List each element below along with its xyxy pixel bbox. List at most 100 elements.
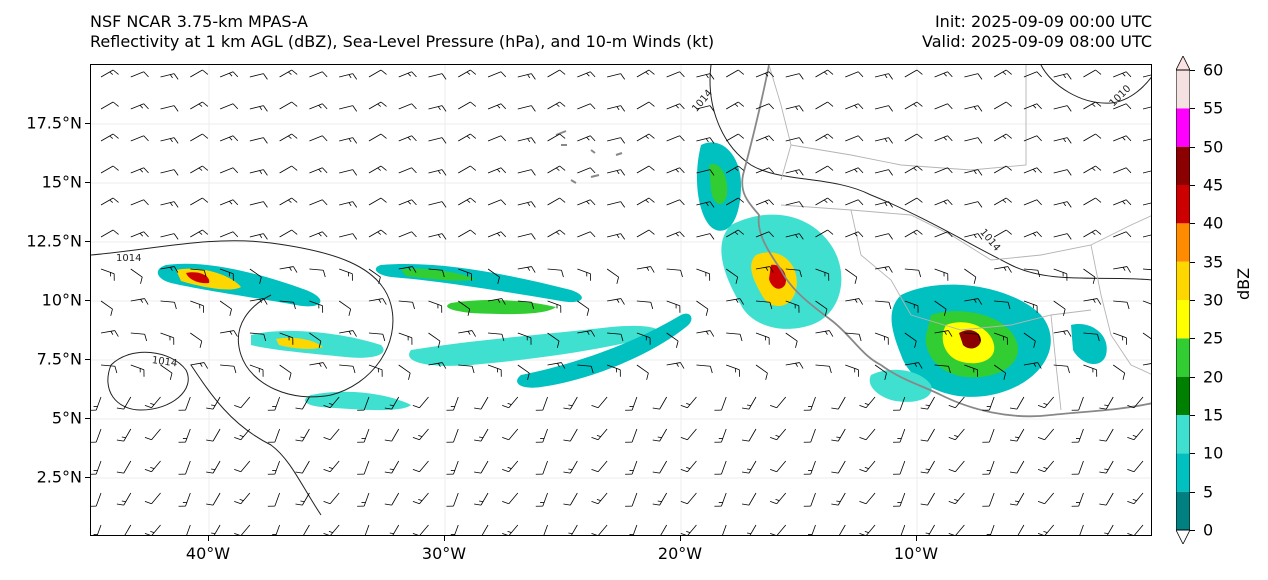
wind-barb bbox=[563, 428, 578, 442]
wind-barb bbox=[815, 268, 830, 281]
wind-barb bbox=[474, 428, 489, 442]
wind-barb bbox=[934, 330, 953, 337]
wind-barb bbox=[368, 133, 387, 142]
wind-barb bbox=[1009, 428, 1025, 442]
wind-barb bbox=[116, 396, 132, 410]
wind-barb bbox=[295, 396, 310, 410]
wind-barb bbox=[412, 524, 429, 535]
radar-band-mid-core bbox=[401, 268, 476, 281]
wind-barb bbox=[696, 201, 715, 208]
wind-barb bbox=[338, 300, 352, 316]
wind-barb bbox=[808, 524, 816, 535]
wind-barb bbox=[428, 362, 447, 369]
wind-barb bbox=[487, 268, 500, 284]
wind-barb bbox=[845, 103, 864, 110]
wind-barb bbox=[190, 101, 209, 110]
wind-barb bbox=[625, 428, 638, 443]
wind-barb bbox=[1113, 71, 1132, 78]
wind-barb bbox=[1037, 428, 1054, 441]
lat-tick-label: 12.5°N bbox=[26, 231, 82, 251]
wind-barb bbox=[904, 332, 917, 348]
wind-barb bbox=[517, 300, 535, 310]
wind-barb bbox=[309, 103, 328, 110]
wind-barb bbox=[563, 396, 578, 410]
wind-barb bbox=[339, 169, 358, 176]
wind-barb bbox=[1083, 229, 1102, 238]
wind-barb bbox=[1113, 167, 1132, 174]
wind-barb bbox=[323, 492, 340, 505]
wind-barb bbox=[487, 103, 507, 110]
wind-barb bbox=[160, 137, 179, 144]
colorbar-over-arrow bbox=[1176, 56, 1190, 71]
wind-barb bbox=[680, 492, 697, 505]
wind-barb bbox=[547, 197, 566, 206]
wind-barb bbox=[696, 137, 715, 144]
wind-barb bbox=[446, 396, 459, 411]
wind-barb bbox=[398, 71, 417, 78]
wind-barb bbox=[577, 199, 596, 206]
wind-barb bbox=[474, 492, 489, 506]
wind-barb bbox=[160, 266, 179, 273]
wind-barb bbox=[904, 268, 922, 278]
wind-barb bbox=[785, 233, 804, 240]
wind-barb bbox=[309, 167, 328, 174]
wind-barb bbox=[982, 428, 995, 443]
wind-barb bbox=[398, 103, 417, 110]
wind-barb bbox=[577, 167, 596, 174]
wind-barb bbox=[1127, 460, 1144, 473]
wind-barb bbox=[1071, 396, 1084, 411]
wind-barb bbox=[116, 492, 132, 506]
wind-barb bbox=[1104, 524, 1114, 535]
wind-barb bbox=[368, 364, 383, 377]
wind-barb bbox=[190, 229, 209, 238]
wind-barb bbox=[219, 300, 232, 316]
wind-barb bbox=[904, 362, 923, 369]
wind-barb bbox=[934, 167, 953, 174]
wind-barb bbox=[845, 231, 864, 238]
wind-barb bbox=[948, 428, 965, 441]
wind-barb bbox=[309, 332, 322, 348]
wind-barb bbox=[398, 364, 411, 380]
wind-barb bbox=[219, 199, 239, 206]
lat-tick-label: 7.5°N bbox=[36, 349, 82, 369]
colorbar-segment bbox=[1176, 261, 1190, 300]
wind-barb bbox=[722, 524, 727, 535]
colorbar-segment bbox=[1176, 338, 1190, 377]
lat-tick-mark bbox=[85, 123, 90, 124]
lat-tick-label: 10°N bbox=[41, 290, 82, 310]
wind-barb bbox=[1099, 492, 1114, 506]
wind-barb bbox=[920, 428, 935, 442]
wind-barb bbox=[993, 69, 1012, 78]
wind-barb bbox=[636, 266, 655, 273]
wind-barb bbox=[1071, 492, 1084, 507]
colorbar-tick-label: 5 bbox=[1203, 482, 1214, 502]
colorbar-tick-mark bbox=[1190, 415, 1195, 416]
wind-barb bbox=[994, 300, 1011, 310]
wind-barb bbox=[874, 364, 887, 380]
country-border bbox=[850, 209, 912, 316]
wind-barb bbox=[412, 396, 429, 409]
wind-barb bbox=[1083, 133, 1102, 142]
wind-barb bbox=[547, 362, 566, 369]
wind-barb bbox=[249, 105, 268, 112]
wind-barb bbox=[993, 364, 1006, 380]
colorbar-segment bbox=[1176, 146, 1190, 185]
wind-barb bbox=[364, 524, 370, 535]
wind-barb bbox=[982, 492, 995, 507]
wind-barb bbox=[1023, 231, 1042, 238]
wind-barb bbox=[446, 492, 459, 507]
wind-barb bbox=[130, 364, 145, 377]
wind-barb bbox=[428, 332, 441, 348]
wind-barb bbox=[1083, 69, 1102, 78]
wind-barb bbox=[845, 135, 864, 142]
wind-barb bbox=[234, 428, 251, 441]
wind-barb bbox=[900, 524, 906, 535]
isobar-label: 1014 bbox=[151, 355, 178, 369]
wind-barb bbox=[458, 197, 477, 206]
wind-barb bbox=[190, 165, 209, 174]
wind-barb bbox=[666, 103, 685, 110]
wind-barb bbox=[770, 396, 787, 409]
colorbar-tick-label: 35 bbox=[1203, 252, 1224, 272]
wind-barb bbox=[339, 105, 358, 112]
lat-tick-label: 2.5°N bbox=[36, 467, 82, 487]
